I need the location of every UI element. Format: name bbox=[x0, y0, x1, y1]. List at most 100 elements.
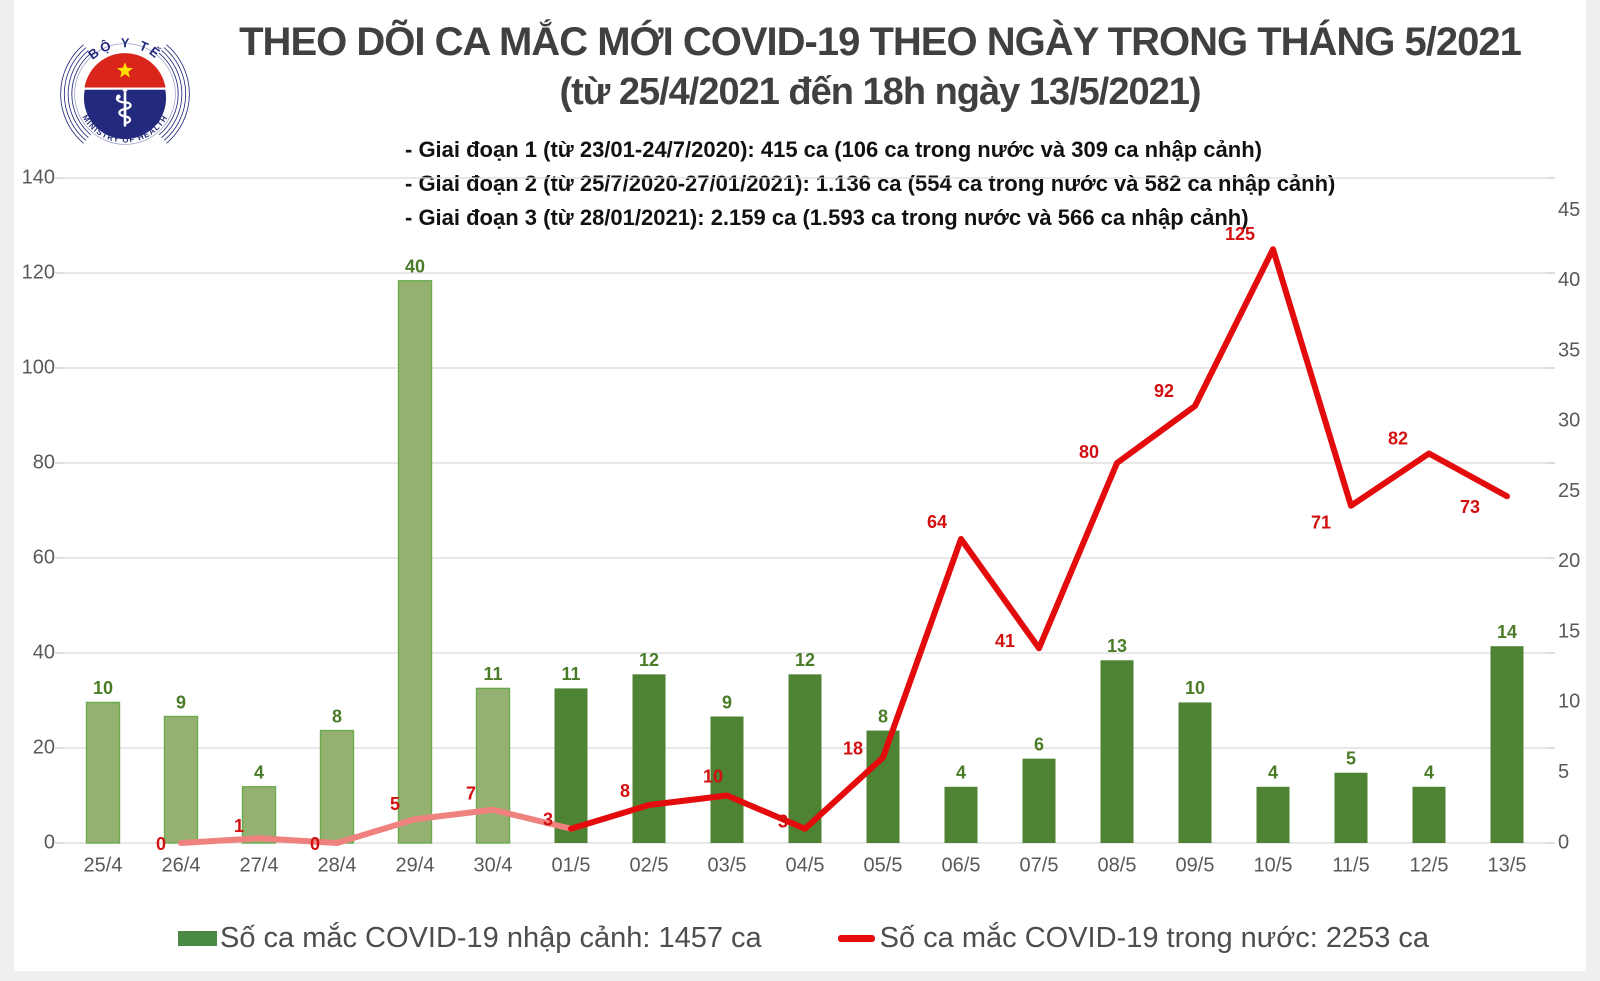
right-axis-label: 10 bbox=[1558, 691, 1580, 713]
line-may-segment bbox=[568, 246, 1510, 832]
x-axis-label: 28/4 bbox=[318, 854, 357, 876]
right-edge-band bbox=[1586, 0, 1600, 981]
x-axis-label: 09/5 bbox=[1176, 854, 1215, 876]
left-axis-label: 40 bbox=[33, 641, 55, 663]
chart-subtitle: (từ 25/4/2021 đến 18h ngày 13/5/2021) bbox=[559, 71, 1201, 113]
left-axis-label: 20 bbox=[33, 736, 55, 758]
right-axis-label: 25 bbox=[1558, 480, 1580, 502]
line-label: 10 bbox=[703, 766, 723, 786]
x-axis-label: 06/5 bbox=[942, 854, 981, 876]
right-axis-label: 35 bbox=[1558, 339, 1580, 361]
line-label: 5 bbox=[390, 794, 400, 814]
phase-notes: - Giai đoạn 1 (từ 23/01-24/7/2020): 415 … bbox=[405, 133, 1335, 235]
phase-note-1: - Giai đoạn 1 (từ 23/01-24/7/2020): 415 … bbox=[405, 137, 1262, 162]
left-edge-band bbox=[0, 0, 14, 981]
bar-label: 10 bbox=[93, 678, 113, 698]
x-axis-label: 10/5 bbox=[1254, 854, 1293, 876]
line-label: 82 bbox=[1388, 428, 1408, 448]
bar-27/4 bbox=[241, 786, 277, 844]
bar-09/5 bbox=[1178, 702, 1212, 843]
line-label: 0 bbox=[310, 834, 320, 854]
legend-item-domestic-cases: Số ca mắc COVID-19 trong nước: 2253 ca bbox=[837, 922, 1430, 955]
left-axis-label: 100 bbox=[22, 356, 55, 378]
bar-11/5 bbox=[1334, 772, 1368, 843]
phase-note-3: - Giai đoạn 3 (từ 28/01/2021): 2.159 ca … bbox=[405, 205, 1249, 230]
logo-staff-snake-icon bbox=[115, 87, 132, 127]
left-axis-label: 80 bbox=[33, 451, 55, 473]
ministry-of-health-logo: BỘ Y TẾ MINISTRY OF HEALTH bbox=[60, 35, 190, 145]
x-axis-label: 02/5 bbox=[630, 854, 669, 876]
bar-13/5 bbox=[1490, 646, 1524, 843]
x-axis-label: 26/4 bbox=[162, 854, 201, 876]
line-april-segment bbox=[178, 806, 574, 846]
left-axis-label: 0 bbox=[44, 831, 55, 853]
line-label: 18 bbox=[843, 738, 863, 758]
bar-label: 10 bbox=[1185, 678, 1205, 698]
bar-label: 14 bbox=[1497, 622, 1517, 642]
bar-label: 5 bbox=[1346, 748, 1356, 768]
bar-label: 12 bbox=[639, 650, 659, 670]
line-label: 80 bbox=[1079, 442, 1099, 462]
legend-item-imported-cases: Số ca mắc COVID-19 nhập cảnh: 1457 ca bbox=[178, 922, 762, 955]
left-axis-label: 140 bbox=[22, 166, 55, 188]
right-axis-label: 45 bbox=[1558, 199, 1580, 221]
right-axis-label: 40 bbox=[1558, 269, 1580, 291]
x-axis-label: 12/5 bbox=[1410, 854, 1449, 876]
bar-25/4 bbox=[85, 701, 121, 844]
line-label: 1 bbox=[234, 816, 244, 836]
x-axis-label: 13/5 bbox=[1488, 854, 1527, 876]
bar-01/5 bbox=[554, 688, 588, 843]
bar-03/5 bbox=[710, 716, 744, 843]
line-label: 125 bbox=[1225, 224, 1255, 244]
bar-12/5 bbox=[1412, 786, 1446, 843]
x-axis-label: 08/5 bbox=[1098, 854, 1137, 876]
legend-bar-swatch-icon bbox=[178, 931, 217, 946]
legend-line-swatch-icon bbox=[837, 935, 875, 942]
bar-06/5 bbox=[944, 786, 978, 843]
line-label: 0 bbox=[156, 834, 166, 854]
bar-29/4 bbox=[397, 280, 433, 844]
left-axis-label: 60 bbox=[33, 546, 55, 568]
bar-30/4 bbox=[475, 687, 511, 844]
x-axis-label: 27/4 bbox=[240, 854, 279, 876]
line-label: 71 bbox=[1311, 513, 1331, 533]
bar-26/4 bbox=[163, 715, 199, 844]
phase-note-2: - Giai đoạn 2 (từ 25/7/2020-27/01/2021):… bbox=[405, 171, 1336, 196]
bar-28/4 bbox=[319, 729, 355, 844]
legend-imported-label: Số ca mắc COVID-19 nhập cảnh: 1457 ca bbox=[220, 922, 762, 954]
line-label: 73 bbox=[1460, 497, 1480, 517]
bar-label: 4 bbox=[1424, 763, 1434, 783]
x-axis-label: 11/5 bbox=[1332, 854, 1369, 876]
legend-domestic-label: Số ca mắc COVID-19 trong nước: 2253 ca bbox=[879, 922, 1430, 954]
line-label: 3 bbox=[543, 810, 553, 830]
bar-label: 6 bbox=[1034, 734, 1044, 754]
bar-07/5 bbox=[1022, 758, 1056, 843]
right-axis-label: 5 bbox=[1558, 761, 1569, 783]
x-axis-label: 30/4 bbox=[474, 854, 513, 876]
bar-08/5 bbox=[1100, 660, 1134, 843]
x-axis-label: 03/5 bbox=[708, 854, 747, 876]
line-label: 8 bbox=[620, 781, 630, 801]
bar-10/5 bbox=[1256, 786, 1290, 843]
chart-legend: Số ca mắc COVID-19 nhập cảnh: 1457 ca Số… bbox=[178, 922, 1429, 955]
x-axis-label: 05/5 bbox=[864, 854, 903, 876]
line-label: 92 bbox=[1154, 381, 1174, 401]
right-axis-label: 30 bbox=[1558, 410, 1580, 432]
logo-side-arcs bbox=[60, 44, 190, 144]
bar-label: 11 bbox=[561, 664, 580, 684]
x-axis-label: 29/4 bbox=[396, 854, 435, 876]
line-label: 41 bbox=[995, 631, 1015, 651]
bar-label: 8 bbox=[878, 706, 888, 726]
bar-label: 4 bbox=[1268, 763, 1278, 783]
right-axis-label: 20 bbox=[1558, 550, 1580, 572]
bar-02/5 bbox=[632, 674, 666, 843]
line-label: 64 bbox=[927, 512, 947, 532]
line-label: 3 bbox=[778, 812, 788, 832]
chart-title-block: THEO DÕI CA MẮC MỚI COVID-19 THEO NGÀY T… bbox=[200, 18, 1560, 114]
right-axis-label: 15 bbox=[1558, 620, 1580, 642]
logo-star-icon bbox=[117, 62, 133, 78]
chart-title: THEO DÕI CA MẮC MỚI COVID-19 THEO NGÀY T… bbox=[239, 20, 1522, 64]
line-label: 7 bbox=[466, 784, 476, 804]
x-axis-label: 01/5 bbox=[552, 854, 591, 876]
